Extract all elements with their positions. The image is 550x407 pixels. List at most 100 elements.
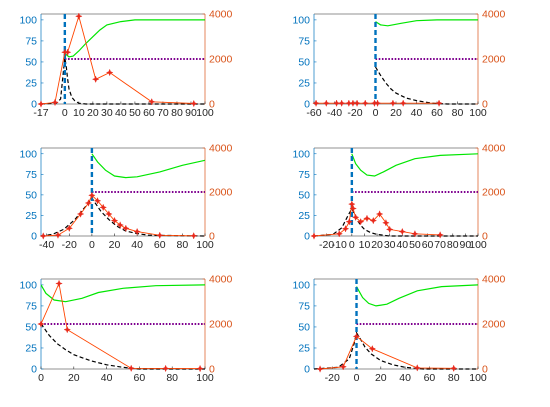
alt-data-point	[352, 332, 361, 341]
y-tick-label: 0	[304, 99, 310, 111]
y-right-tick-label: 4000	[209, 143, 233, 155]
alt-data-point	[389, 99, 397, 107]
x-tick-label: 100	[196, 372, 214, 384]
alt-data-point	[310, 232, 318, 240]
alt-data-point	[63, 325, 71, 334]
alt-data-point	[335, 230, 343, 238]
alt-data-point	[37, 320, 45, 328]
x-tick-label: 60	[134, 372, 146, 384]
healthy-cells-line	[91, 153, 205, 179]
x-tick-label: 40	[115, 107, 127, 119]
alt-data-point	[63, 48, 72, 56]
alt-data-point	[349, 204, 357, 213]
y-right-tick-label: 0	[482, 99, 488, 111]
x-tick-label: 50	[129, 107, 141, 119]
alt-data-point	[413, 364, 421, 372]
series-group	[314, 279, 478, 370]
alt-data-point	[351, 213, 360, 222]
x-tick-label: 80	[171, 107, 183, 119]
alt-data-point	[133, 227, 141, 236]
y-tick-label: 75	[25, 169, 37, 181]
x-tick-label: 100	[469, 107, 487, 119]
alt-data-point	[161, 364, 170, 373]
alt-data-point	[88, 191, 96, 200]
alt-data-point	[449, 364, 458, 373]
x-tick-label: 20	[68, 372, 80, 384]
x-tick-label: 80	[177, 239, 189, 251]
y-right-tick-label: 0	[482, 364, 488, 376]
alt-data-point	[369, 216, 378, 225]
alt-data-point	[348, 200, 356, 208]
alt-data-point	[76, 210, 85, 218]
x-tick-label: -20	[319, 239, 334, 251]
y-tick-label: 100	[19, 279, 37, 291]
x-tick-label: 100	[469, 372, 487, 384]
alt-data-point	[375, 210, 384, 218]
x-tick-label: 30	[101, 107, 113, 119]
alt-data-point	[54, 231, 62, 239]
infected-cells-line	[41, 197, 205, 237]
x-tick-label: 60	[143, 107, 155, 119]
x-tick-label: 60	[424, 372, 436, 384]
y-tick-label: 25	[25, 77, 37, 89]
alt-data-point	[356, 217, 365, 226]
x-tick-label: 20	[375, 372, 387, 384]
alt-data-point	[361, 99, 369, 107]
x-tick-label: 0	[373, 107, 379, 119]
infected-cells-line	[41, 57, 205, 105]
alt-data-point	[312, 99, 320, 107]
x-tick-label: 70	[157, 107, 169, 119]
y-right-tick-label: 0	[482, 231, 488, 243]
x-tick-label: 40	[131, 239, 143, 251]
x-tick-label: 90	[460, 239, 472, 251]
panel-4: -20-10 0 10 20 30 40 50 60 70 80 90100025507510002…	[292, 143, 505, 252]
alt-data-point	[105, 210, 113, 218]
x-tick-label: 100	[196, 239, 214, 251]
y-tick-label: 100	[19, 148, 37, 160]
y-right-tick-label: 4000	[482, 9, 506, 21]
plot-area	[41, 279, 205, 369]
y-tick-label: 0	[31, 364, 37, 376]
alt-data-point	[399, 99, 407, 107]
x-tick-label: 0	[89, 239, 95, 251]
alt-data-point	[373, 99, 382, 107]
alt-data-point	[105, 68, 114, 77]
alt-data-point	[65, 224, 74, 233]
y-tick-label: 25	[298, 77, 310, 89]
alt-data-point	[435, 99, 443, 107]
x-tick-label: -20	[347, 107, 362, 119]
y-tick-label: 25	[25, 342, 37, 354]
alt-data-point	[322, 99, 331, 107]
y-tick-label: 75	[25, 300, 37, 312]
x-tick-label: 20	[390, 107, 402, 119]
y-right-tick-label: 2000	[482, 319, 506, 331]
x-tick-label: 80	[447, 239, 459, 251]
x-tick-label: -20	[62, 239, 77, 251]
alt-data-point	[363, 214, 371, 223]
alt-data-point	[345, 99, 353, 107]
y-tick-label: 50	[25, 321, 37, 333]
y-tick-label: 50	[298, 189, 310, 201]
x-tick-label: 0	[354, 372, 360, 384]
x-tick-label: 0	[349, 239, 355, 251]
x-tick-label: 80	[452, 107, 464, 119]
x-tick-label: 20	[109, 239, 121, 251]
alt-data-point	[189, 232, 198, 240]
y-right-tick-label: 2000	[209, 187, 233, 199]
alt-data-point	[411, 230, 419, 238]
x-tick-label: 80	[448, 372, 460, 384]
alt-measured-line	[314, 203, 441, 237]
y-tick-label: 0	[31, 231, 37, 243]
y-right-tick-label: 0	[209, 364, 215, 376]
x-tick-label: 100	[196, 107, 214, 119]
y-tick-label: 50	[25, 189, 37, 201]
plot-area	[41, 148, 205, 236]
alt-data-point	[116, 221, 124, 229]
x-tick-label: 50	[409, 239, 421, 251]
y-tick-label: 75	[298, 35, 310, 47]
y-tick-label: 100	[292, 279, 310, 291]
alt-data-point	[398, 227, 407, 236]
alt-data-point	[55, 279, 63, 288]
